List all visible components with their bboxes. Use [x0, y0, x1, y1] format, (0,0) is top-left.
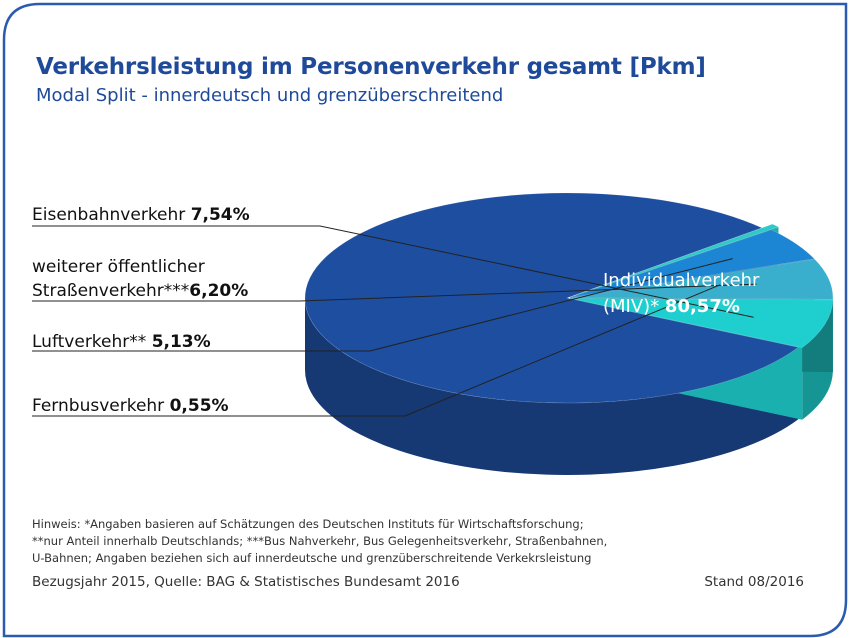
label-eisenbahnverkehr-value: 7,54% — [190, 205, 250, 225]
label-individualverkehr-value: 80,57% — [664, 296, 740, 317]
label-eisenbahnverkehr-name: Eisenbahnverkehr — [32, 205, 191, 225]
pie-slice-fernbusverkehr — [577, 223, 780, 295]
label-fernbusverkehr-value: 0,55% — [169, 396, 229, 416]
leader-line-fernbusverkehr — [32, 284, 721, 417]
pie-slice-weiterer-ffentlicher-stra-enverkehr — [570, 258, 834, 300]
leader-line-weiterer-ffentlicher-stra-enverkehr — [32, 283, 757, 302]
stand-date: Stand 08/2016 — [704, 574, 804, 590]
label-strassenverkehr-value: 6,20% — [189, 281, 249, 301]
label-strassenverkehr: weiterer öffentlicher Straßenverkehr***6,… — [32, 255, 248, 303]
label-individualverkehr-line2: (MIV)* — [603, 296, 665, 317]
label-strassenverkehr-line1: weiterer öffentlicher — [32, 257, 205, 277]
label-luftverkehr: Luftverkehr** 5,13% — [32, 330, 211, 354]
label-fernbusverkehr: Fernbusverkehr 0,55% — [32, 394, 229, 418]
footnote-line-2: **nur Anteil innerhalb Deutschlands; ***… — [32, 534, 608, 548]
pie-slice-luftverkehr — [570, 229, 815, 298]
chart-subtitle: Modal Split - innerdeutsch und grenzüber… — [36, 85, 504, 106]
footnote-line-1: Hinweis: *Angaben basieren auf Schätzung… — [32, 517, 584, 531]
chart-title: Verkehrsleistung im Personenverkehr gesa… — [36, 54, 706, 80]
label-luftverkehr-value: 5,13% — [151, 332, 211, 352]
leader-line-luftverkehr — [32, 258, 733, 352]
source-note: Bezugsjahr 2015, Quelle: BAG & Statistis… — [32, 574, 460, 590]
leader-lines — [32, 225, 757, 417]
label-strassenverkehr-line2: Straßenverkehr*** — [32, 281, 190, 301]
pie-tops — [304, 192, 834, 404]
label-eisenbahnverkehr: Eisenbahnverkehr 7,54% — [32, 203, 250, 227]
pie-slice-individualverkehr-miv — [304, 192, 800, 404]
footnote-line-3: U-Bahnen; Angaben beziehen sich auf inne… — [32, 551, 592, 565]
leader-line-eisenbahnverkehr — [32, 225, 754, 318]
label-individualverkehr-line1: Individualverkehr — [603, 270, 760, 291]
label-individualverkehr: Individualverkehr (MIV)* 80,57% — [603, 268, 759, 320]
footnotes: Hinweis: *Angaben basieren auf Schätzung… — [32, 516, 607, 567]
label-luftverkehr-name: Luftverkehr** — [32, 332, 152, 352]
pie-side-individualverkehr-miv — [305, 298, 799, 476]
label-fernbusverkehr-name: Fernbusverkehr — [32, 396, 170, 416]
pie-slice-eisenbahnverkehr — [570, 298, 834, 349]
